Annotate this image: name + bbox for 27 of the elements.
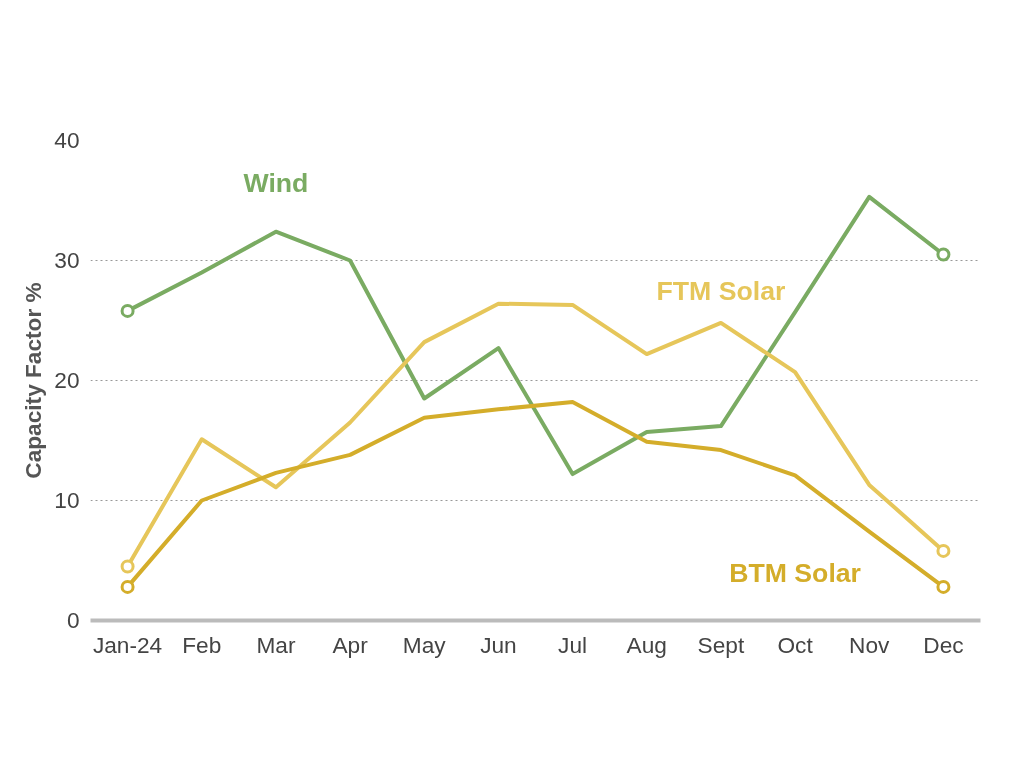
y-tick-label: 20 <box>54 367 80 393</box>
point <box>936 579 951 594</box>
x-tick-label: May <box>402 631 447 658</box>
y-tick-label: 0 <box>66 607 80 633</box>
y-tick-label: 40 <box>54 127 80 153</box>
point <box>120 303 135 318</box>
x-tick-label: Jul <box>558 631 588 658</box>
x-tick-label: Dec <box>923 631 964 658</box>
point <box>936 247 951 262</box>
x-tick-label: Mar <box>256 631 296 658</box>
x-tick-label: Nov <box>849 631 891 658</box>
x-tick-label: Feb <box>182 631 222 658</box>
series-label: FTM Solar <box>656 275 786 306</box>
point <box>120 579 135 594</box>
x-tick-label: Aug <box>626 631 667 658</box>
x-tick-label: Sept <box>697 631 745 658</box>
point <box>936 543 951 558</box>
x-tick-label: Jun <box>480 631 517 658</box>
point <box>120 559 135 574</box>
x-tick-label: Apr <box>332 631 369 658</box>
y-tick-label: 10 <box>54 487 80 513</box>
x-tick-label: Oct <box>777 631 814 658</box>
y-tick-label: 30 <box>54 247 80 273</box>
x-tick-label: Jan-24 <box>92 631 163 658</box>
series-label: Wind <box>243 167 309 198</box>
y-axis-title: Capacity Factor % <box>20 282 47 479</box>
series-label: BTM Solar <box>729 557 861 588</box>
